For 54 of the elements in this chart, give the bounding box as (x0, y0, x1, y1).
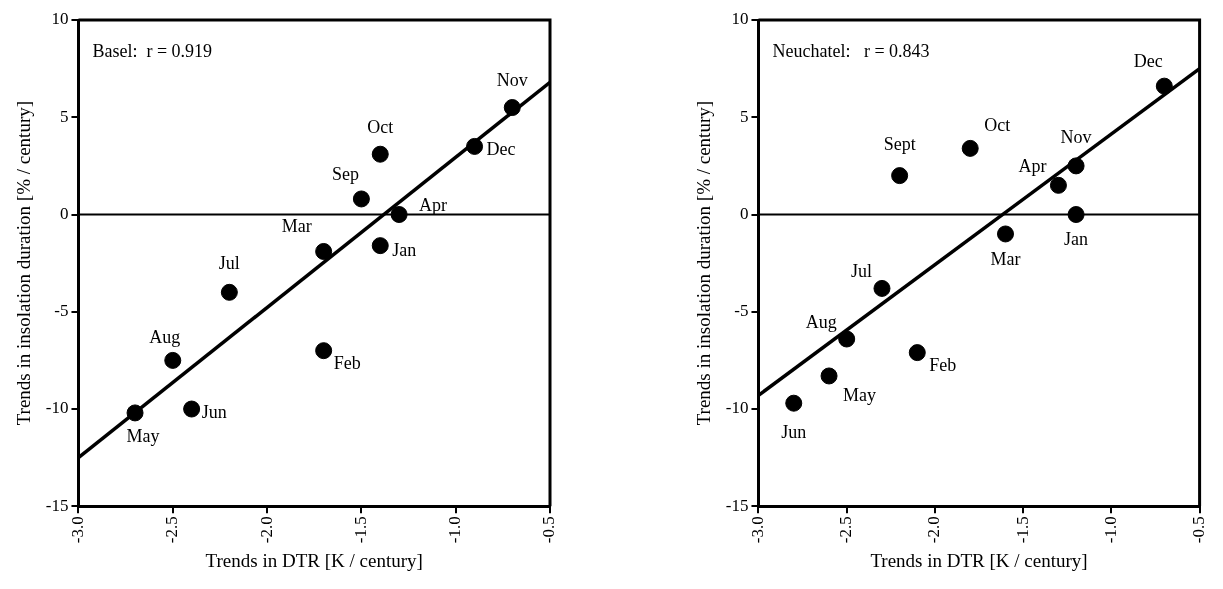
annotation: Apr (419, 195, 448, 216)
y-tick-label: 0 (59, 203, 69, 223)
y-tick-label: 10 (731, 9, 749, 29)
annotation: Jul (218, 253, 240, 274)
annotation: Basel: r = 0.919 (92, 40, 213, 61)
x-tick-label: -1.5 (350, 516, 370, 544)
y-tick-label: 0 (739, 203, 749, 223)
y-tick-label: -5 (54, 301, 69, 321)
y-tick-label: 5 (739, 106, 749, 126)
x-tick-label: -2.0 (924, 516, 944, 544)
annotation: May (843, 384, 877, 405)
y-tick-label: -10 (725, 398, 749, 418)
x-axis-title: Trends in DTR [K / century] (205, 549, 423, 571)
annotation: Jul (850, 261, 872, 282)
annotation: Mar (990, 248, 1021, 269)
annotation: Mar (281, 216, 312, 237)
annotation: Neuchatel: r = 0.843 (772, 40, 930, 61)
y-axis-title: Trends in insolation duration [% / century] (13, 100, 35, 426)
annotation: Jun (781, 421, 807, 442)
annotation: Feb (333, 353, 361, 374)
annotation: Nov (1060, 126, 1092, 147)
y-tick-label: -10 (45, 398, 69, 418)
x-tick-label: -0.5 (1189, 516, 1209, 544)
x-tick-label: -1.5 (1012, 516, 1032, 544)
annotation: Sept (883, 134, 916, 155)
y-tick-label: -5 (734, 301, 749, 321)
annotation: May (126, 425, 160, 446)
y-tick-label: -15 (725, 495, 749, 515)
annotation: Feb (929, 355, 957, 376)
x-tick-label: -1.0 (445, 516, 465, 544)
annotation: Jan (392, 240, 417, 261)
annotation: Dec (486, 139, 516, 160)
x-tick-label: -2.5 (162, 516, 182, 544)
annotation: Aug (149, 327, 181, 348)
annotation: Sep (331, 163, 359, 184)
x-tick-label: -3.0 (67, 516, 87, 544)
x-tick-label: -2.5 (836, 516, 856, 544)
x-tick-label: -1.0 (1100, 516, 1120, 544)
annotation: Apr (1018, 156, 1047, 177)
x-tick-label: -3.0 (747, 516, 767, 544)
annotation: Aug (805, 311, 837, 332)
y-tick-label: 10 (51, 9, 69, 29)
annotation: Oct (367, 116, 394, 137)
x-axis-title: Trends in DTR [K / century] (870, 549, 1088, 571)
annotation: Jun (201, 401, 227, 422)
y-tick-label: -15 (45, 495, 69, 515)
annotation: Dec (1133, 50, 1163, 71)
annotation: Nov (496, 70, 528, 91)
x-tick-label: -0.5 (539, 516, 559, 544)
y-tick-label: 5 (59, 106, 69, 126)
x-tick-label: -2.0 (256, 516, 276, 544)
annotation: Oct (984, 115, 1011, 136)
annotation: Jan (1064, 229, 1089, 250)
y-axis-title: Trends in insolation duration [% / century] (693, 100, 715, 426)
